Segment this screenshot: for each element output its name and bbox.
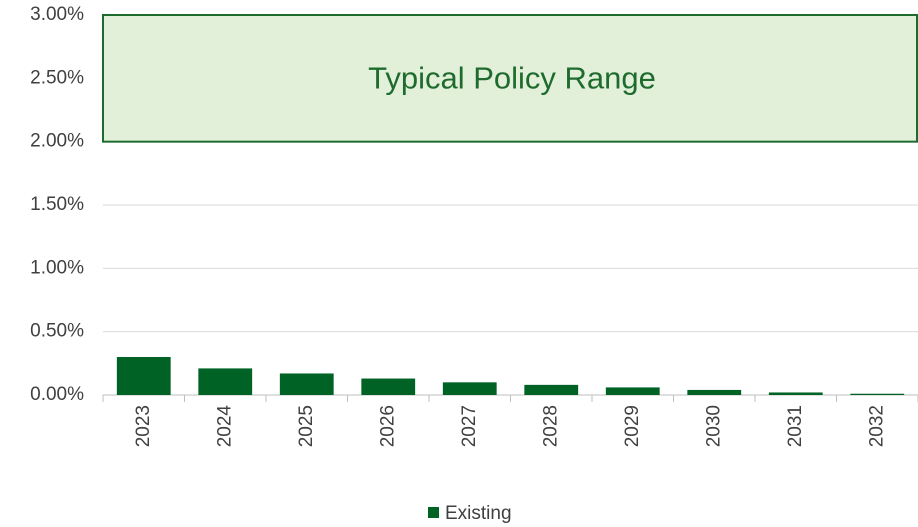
x-tick-label: 2032: [866, 405, 887, 447]
x-tick-label: 2024: [214, 405, 235, 448]
y-tick-label: 0.50%: [30, 321, 84, 342]
bar: [605, 387, 660, 395]
legend-label: Existing: [445, 503, 512, 524]
y-tick-label: 1.50%: [30, 194, 84, 215]
y-tick-label: 2.00%: [30, 131, 84, 152]
x-tick-label: 2031: [785, 405, 806, 447]
bar: [116, 357, 171, 395]
y-tick-label: 0.00%: [30, 384, 84, 405]
x-tick-label: 2029: [622, 405, 643, 447]
x-tick-label: 2028: [540, 405, 561, 447]
x-tick-label: 2023: [133, 405, 154, 447]
bar: [279, 373, 334, 395]
bar: [850, 393, 905, 395]
policy-range-band: [102, 14, 918, 143]
bar: [198, 368, 253, 395]
x-tick-label: 2030: [703, 405, 724, 447]
y-tick-label: 3.00%: [30, 4, 84, 25]
bar: [361, 378, 416, 395]
y-tick-label: 1.00%: [30, 257, 84, 278]
bar: [768, 392, 823, 395]
policy-range-label: Typical Policy Range: [368, 61, 656, 96]
bar: [687, 389, 742, 395]
x-tick-label: 2025: [296, 405, 317, 447]
bar: [442, 382, 497, 395]
legend-swatch: [428, 507, 439, 518]
bar: [524, 384, 579, 395]
y-tick-label: 2.50%: [30, 67, 84, 88]
x-tick-label: 2026: [377, 405, 398, 447]
x-tick-label: 2027: [459, 405, 480, 447]
